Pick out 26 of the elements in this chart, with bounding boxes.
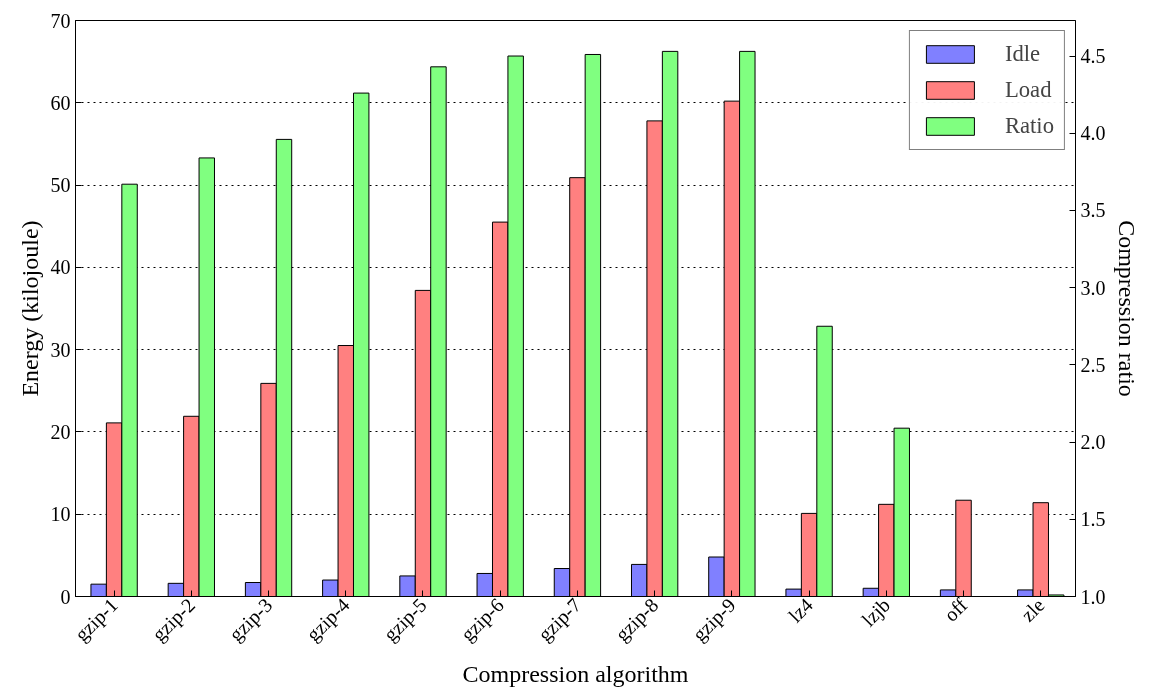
y-tick-label: 30	[50, 338, 71, 361]
legend-label: Load	[1004, 77, 1052, 103]
y2-tick-label: 2.5	[1080, 353, 1106, 376]
y2-axis-title: Compression ratio	[1113, 220, 1140, 397]
y-tick-label: 10	[50, 503, 71, 526]
x-tick-label: off	[939, 593, 972, 626]
x-tick-label: lz4	[784, 593, 817, 627]
x-tick-label: lzjb	[857, 593, 895, 632]
y2-tick-label: 1.0	[1080, 585, 1106, 608]
y-tick-label: 70	[50, 9, 71, 32]
legend-label: Idle	[1004, 41, 1041, 67]
y-tick-label: 0	[60, 585, 71, 608]
y2-tick-label: 3.5	[1080, 199, 1106, 222]
x-axis-title: Compression algorithm	[462, 661, 689, 688]
y2-tick-label: 4.5	[1080, 45, 1106, 68]
y-axis-title: Energy (kilojoule)	[16, 220, 43, 397]
y-tick-label: 20	[50, 420, 71, 443]
y-tick-label: 60	[50, 91, 71, 114]
x-tick-label: zle	[1016, 593, 1049, 626]
y2-tick-label: 3.0	[1080, 276, 1106, 299]
y2-tick-label: 1.5	[1080, 508, 1106, 531]
y-tick-label: 40	[50, 256, 71, 279]
y2-tick-label: 4.0	[1080, 122, 1106, 145]
y2-tick-label: 2.0	[1080, 431, 1106, 454]
y-tick-label: 50	[50, 174, 71, 197]
legend-label: Ratio	[1004, 113, 1054, 139]
